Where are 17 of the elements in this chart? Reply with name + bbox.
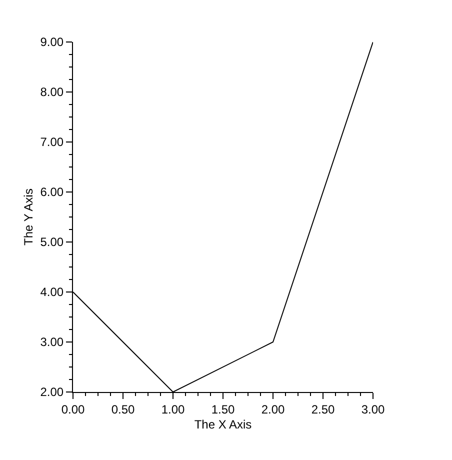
x-tick-label: 2.00 xyxy=(261,402,285,416)
x-tick-label: 0.00 xyxy=(61,402,85,416)
y-tick-label: 9.00 xyxy=(40,35,64,50)
x-tick-label: 1.00 xyxy=(161,402,185,416)
x-axis-title: The X Axis xyxy=(194,417,252,432)
x-tick-label: 2.50 xyxy=(311,402,335,416)
y-tick-label: 7.00 xyxy=(40,135,64,150)
x-tick-label: 3.00 xyxy=(361,402,385,416)
y-tick-label: 6.00 xyxy=(40,185,64,200)
y-tick-label: 8.00 xyxy=(40,85,64,100)
y-tick-label: 5.00 xyxy=(40,235,64,250)
x-tick-label: 1.50 xyxy=(211,402,235,416)
y-axis-title: The Y Axis xyxy=(22,188,36,246)
x-tick-label: 0.50 xyxy=(111,402,135,416)
y-tick-label: 3.00 xyxy=(40,335,64,350)
y-tick-label: 4.00 xyxy=(40,285,64,300)
y-tick-label: 2.00 xyxy=(40,385,64,400)
